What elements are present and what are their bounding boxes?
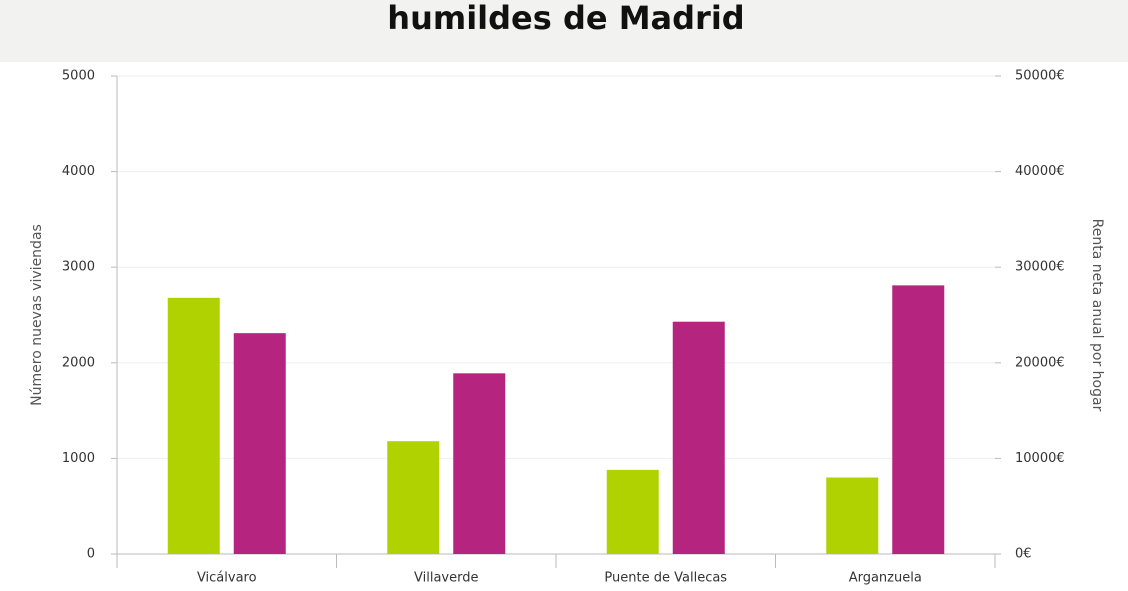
y2-tick-label: 20000€ [1015, 355, 1065, 370]
chart-title: humildes de Madrid [387, 0, 744, 37]
bar [167, 297, 220, 554]
y2-tick-label: 10000€ [1015, 451, 1065, 466]
y2-tick-label: 50000€ [1015, 69, 1065, 84]
title-band [0, 0, 1128, 62]
y-tick-label: 0 [87, 547, 95, 562]
y-tick-label: 2000 [62, 355, 95, 370]
y2-tick-label: 40000€ [1015, 164, 1065, 179]
bar [606, 469, 659, 554]
x-tick-label: Arganzuela [849, 571, 922, 586]
bar [672, 321, 725, 554]
x-tick-label: Vicálvaro [197, 571, 257, 586]
x-tick-label: Villaverde [414, 571, 478, 586]
y2-tick-label: 30000€ [1015, 260, 1065, 275]
x-tick-label: Puente de Vallecas [604, 571, 727, 586]
y-tick-label: 1000 [62, 451, 95, 466]
bar [826, 477, 879, 554]
y-tick-label: 3000 [62, 260, 95, 275]
y2-axis-title: Renta neta anual por hogar [1089, 219, 1105, 412]
y2-tick-label: 0€ [1015, 547, 1032, 562]
y-tick-label: 5000 [62, 69, 95, 84]
y-tick-label: 4000 [62, 164, 95, 179]
y-axis-title: Número nuevas viviendas [29, 224, 45, 406]
bar [453, 373, 506, 554]
bar [387, 441, 440, 554]
bar [233, 333, 286, 554]
bar [892, 285, 945, 554]
